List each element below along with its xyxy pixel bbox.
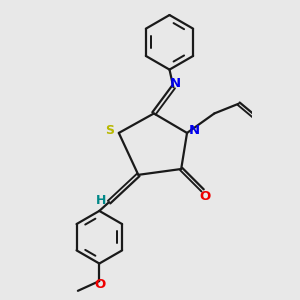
Text: N: N [170,77,181,90]
Text: O: O [95,278,106,292]
Text: S: S [106,124,115,136]
Text: H: H [96,194,106,207]
Text: O: O [199,190,210,203]
Text: N: N [188,124,200,136]
